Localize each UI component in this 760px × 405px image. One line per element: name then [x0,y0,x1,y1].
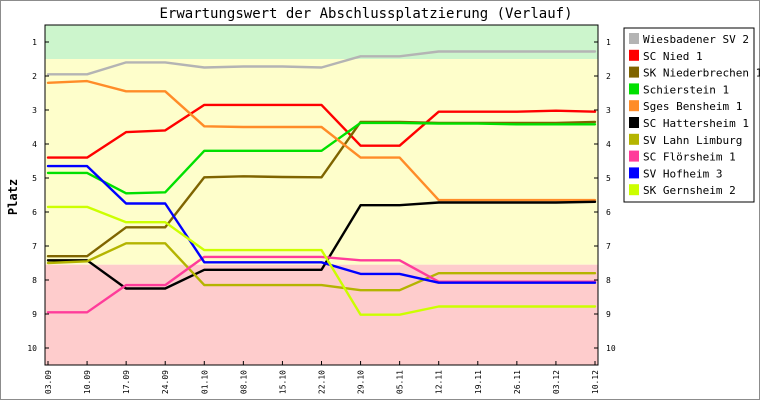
series-line-3 [46,121,597,195]
y-tick-label-right: 5 [606,174,611,183]
legend-swatch [629,117,639,128]
x-tick-label: 03.12 [552,370,561,394]
zone-band-1 [45,59,598,265]
legend-label: Schierstein 1 [643,83,729,96]
y-tick-label-right: 2 [606,72,611,81]
legend-swatch [629,150,639,162]
y-tick-label-right: 9 [606,310,611,319]
legend-box [623,27,755,203]
series-line-9 [46,205,597,316]
x-tick-label: 22.10 [318,370,327,394]
legend-swatch [629,133,639,145]
y-tick-label-left: 5 [32,174,37,183]
background-zones [45,25,598,365]
legend-swatch [629,49,639,61]
x-tick-label: 03.09 [44,370,53,394]
y-tick-label-right: 4 [606,140,611,149]
chart-title: Erwartungswert der Abschlussplatzierung … [159,6,572,22]
series-line-5 [46,200,597,290]
legend-swatch [629,100,639,112]
y-tick-label-left: 2 [32,72,37,81]
y-tick-label-left: 9 [32,310,37,319]
legend-swatch [629,167,639,179]
legend-label: SV Hofheim 3 [643,167,722,180]
legend-swatch [629,66,639,78]
legend-label: SC Flörsheim 1 [643,151,736,164]
x-tick-label: 15.10 [278,370,287,394]
zone-band-0 [45,25,598,59]
series-lines [46,50,597,316]
series-line-8 [46,164,597,284]
x-tick-label: 26.11 [513,370,522,394]
y-tick-label-left: 3 [32,106,37,115]
x-tick-label: 17.09 [122,370,131,394]
y-tick-label-right: 10 [606,344,616,353]
y-tick-label-right: 6 [606,208,611,217]
series-line-0 [46,50,597,76]
legend-label: Sges Bensheim 1 [643,100,742,113]
x-tick-label: 08.10 [239,370,248,394]
y-tick-label-left: 7 [32,242,37,251]
x-tick-label: 19.11 [474,370,483,394]
legend-label: SC Hattersheim 1 [643,117,749,130]
legend: Wiesbadener SV 2 SC Nied 1 SK Niederbreche… [623,27,760,203]
x-tick-label: 24.09 [161,370,170,394]
series-line-4 [46,79,597,202]
legend-label: SV Lahn Limburg [643,134,742,147]
x-tick-label: 10.09 [83,370,92,394]
y-tick-label-left: 4 [32,140,37,149]
y-tick-label-right: 8 [606,276,611,285]
x-tick-label: 12.11 [435,370,444,394]
axis-ticks: 1 1 2 2 3 3 4 4 5 5 6 6 7 7 8 8 9 9 10 10 03.09 10.09 17.09 24.… [27,38,615,394]
y-tick-label-left: 8 [32,276,37,285]
series-line-6 [46,242,597,292]
x-tick-label: 10.12 [591,370,600,394]
y-tick-label-left: 1 [32,38,37,47]
y-tick-label-right: 7 [606,242,611,251]
y-tick-label-left: 6 [32,208,37,217]
y-tick-label-right: 3 [606,106,611,115]
y-tick-label-right: 1 [606,38,611,47]
y-tick-label-left: 10 [27,344,37,353]
legend-swatch [629,184,639,196]
legend-label: Wiesbadener SV 2 [643,33,749,46]
y-axis-title: Platz [6,179,20,215]
x-tick-label: 29.10 [357,370,366,394]
x-tick-label: 05.11 [396,370,405,394]
legend-label: SK Niederbrechen 1 [643,67,760,80]
legend-label: SC Nied 1 [643,50,703,63]
legend-swatch [629,33,639,44]
series-line-1 [46,103,597,159]
x-tick-label: 01.10 [200,370,209,394]
zone-band-2 [45,264,598,365]
legend-label: SK Gernsheim 2 [643,184,736,197]
legend-swatch [629,83,639,95]
